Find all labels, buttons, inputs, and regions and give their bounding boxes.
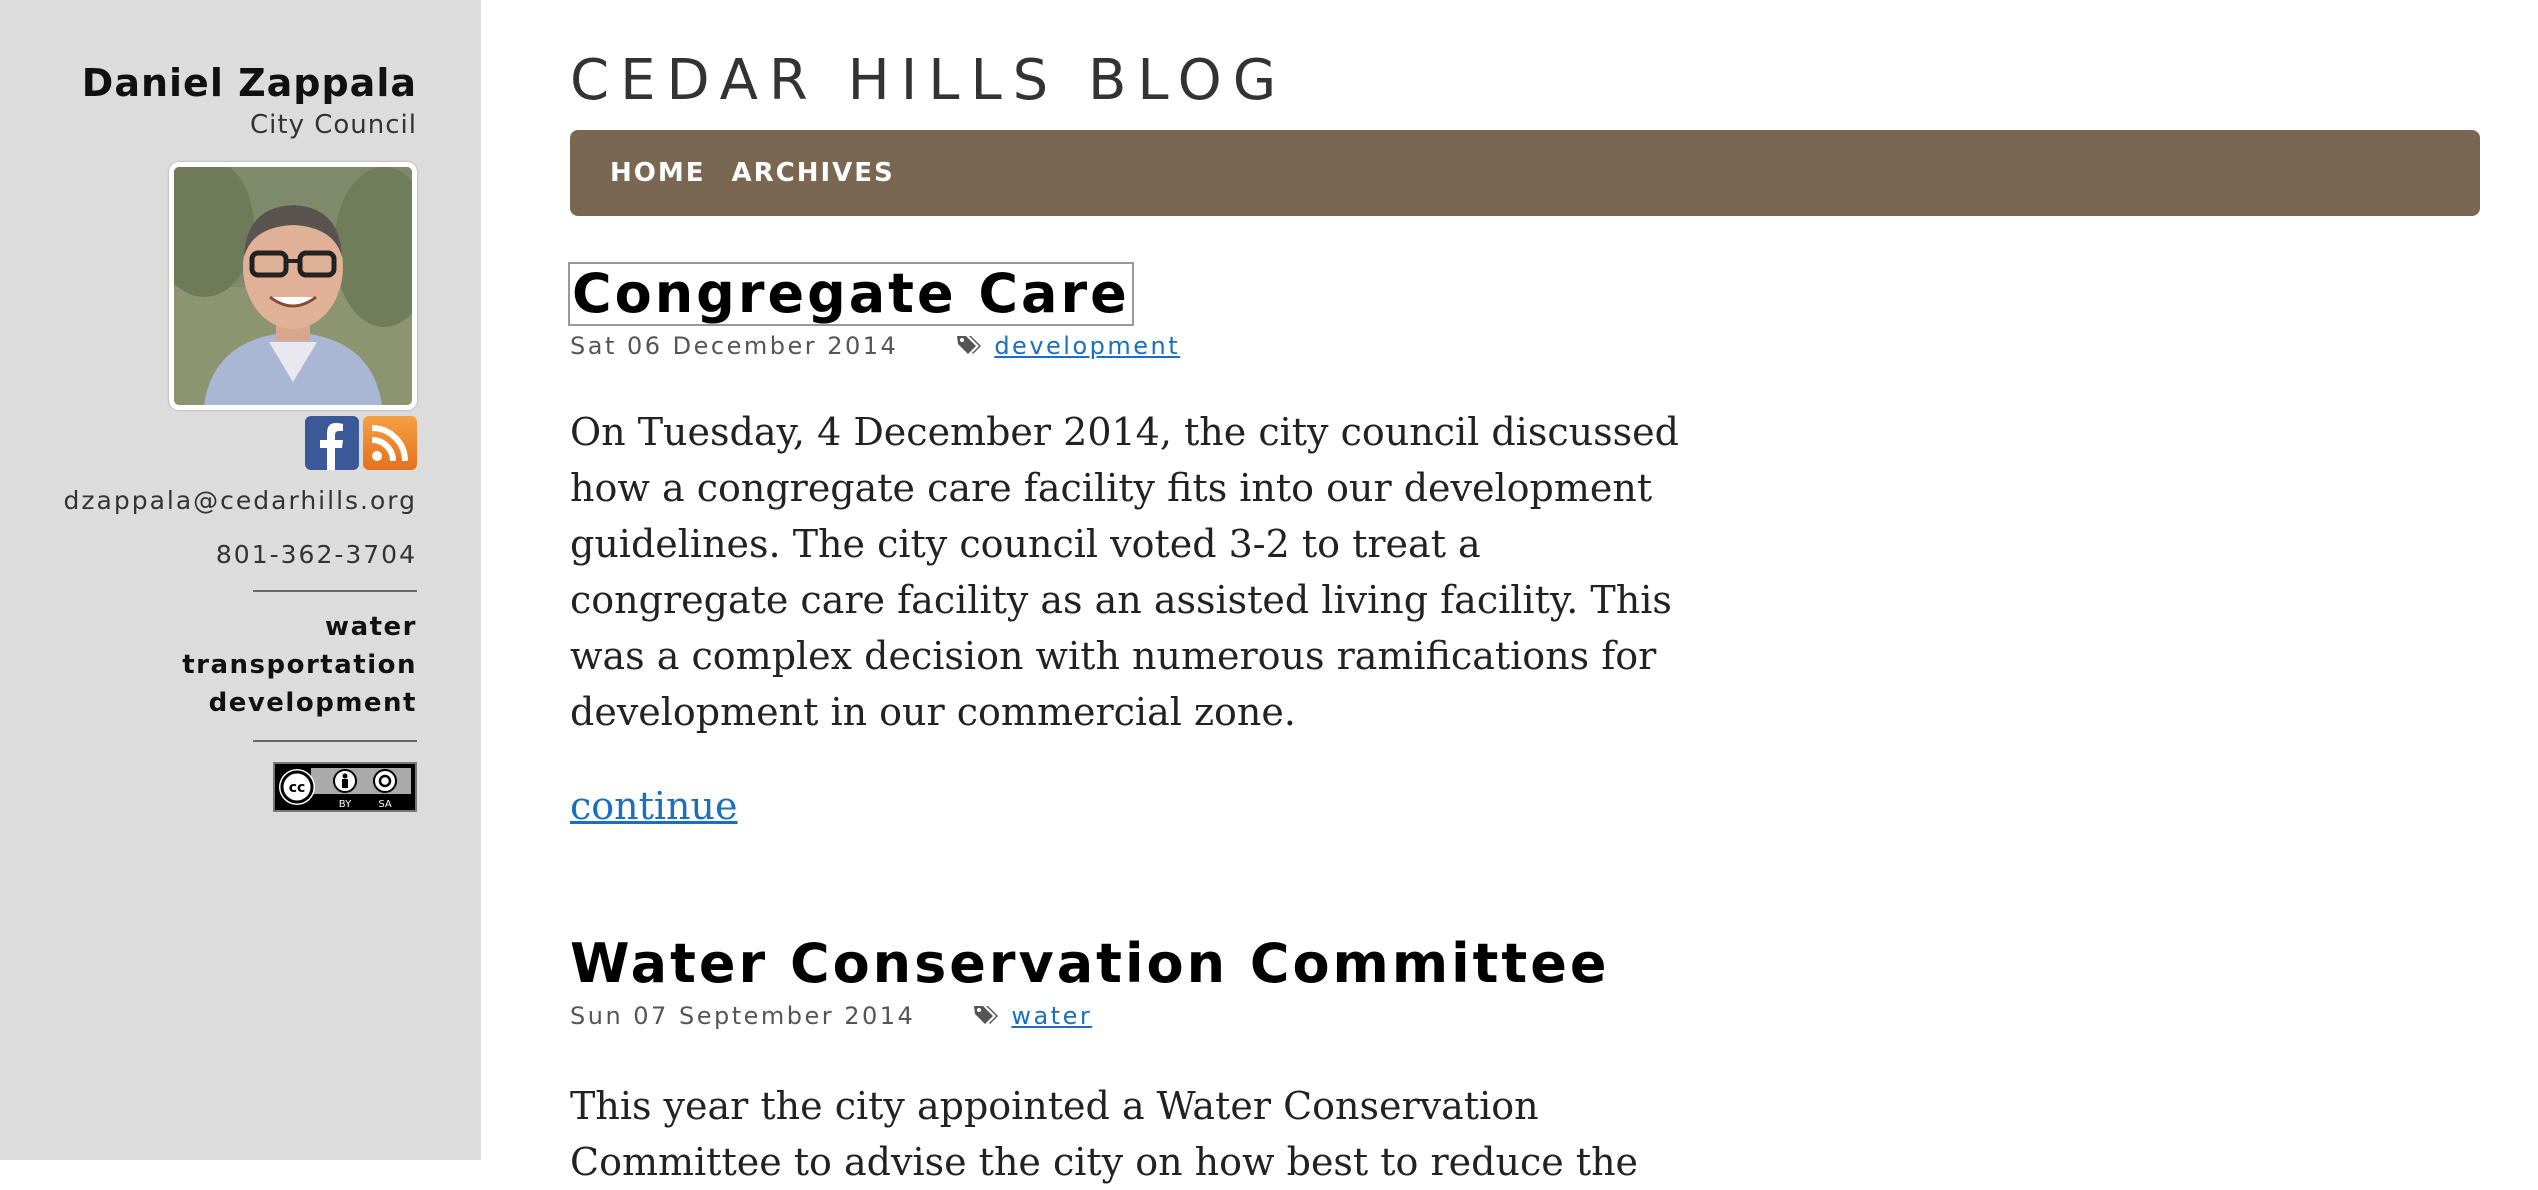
nav-archives[interactable]: ARCHIVES bbox=[731, 158, 895, 188]
email-link[interactable]: dzappala@cedarhills.org bbox=[63, 486, 417, 515]
author-role: City Council bbox=[250, 110, 417, 140]
cc-text: cc bbox=[289, 780, 306, 796]
divider bbox=[253, 740, 417, 742]
main-content: CEDAR HILLS BLOG HOME ARCHIVES Congregat… bbox=[568, 0, 2480, 1190]
post-summary: On Tuesday, 4 December 2014, the city co… bbox=[570, 410, 1679, 734]
rss-icon[interactable] bbox=[363, 416, 417, 470]
cc-license-badge[interactable]: cc BY SA bbox=[273, 762, 417, 812]
avatar bbox=[169, 162, 417, 410]
post: Water Conservation Committee Sun 07 Sept… bbox=[570, 934, 2480, 1190]
author-name: Daniel Zappala bbox=[81, 61, 417, 105]
post-tag-link[interactable]: development bbox=[994, 332, 1181, 360]
post-date: Sun 07 September 2014 bbox=[570, 1002, 916, 1030]
post-meta: Sun 07 September 2014 water bbox=[570, 1002, 2480, 1030]
continue-link[interactable]: continue bbox=[570, 784, 738, 828]
post: Congregate Care Sat 06 December 2014 dev… bbox=[568, 262, 2480, 828]
sidebar: Daniel Zappala City Council dzappala@ced… bbox=[0, 0, 481, 1160]
phone-number: 801-362-3704 bbox=[215, 540, 417, 569]
sidebar-tag-development[interactable]: development bbox=[208, 688, 417, 718]
divider bbox=[253, 590, 417, 592]
post-summary: This year the city appointed a Water Con… bbox=[570, 1084, 1639, 1184]
facebook-icon[interactable] bbox=[305, 416, 359, 470]
post-meta: Sat 06 December 2014 development bbox=[570, 332, 2480, 360]
sidebar-tag-transportation[interactable]: transportation bbox=[182, 650, 417, 680]
cc-by-text: BY bbox=[339, 799, 352, 810]
post-title[interactable]: Congregate Care bbox=[568, 262, 1134, 326]
social-links bbox=[0, 416, 417, 474]
cc-sa-text: SA bbox=[378, 799, 392, 810]
person-photo-icon bbox=[174, 167, 412, 405]
nav-home[interactable]: HOME bbox=[610, 158, 706, 188]
blog-title[interactable]: CEDAR HILLS BLOG bbox=[570, 48, 1288, 113]
sidebar-tag-water[interactable]: water bbox=[325, 612, 417, 642]
navbar: HOME ARCHIVES bbox=[570, 130, 2480, 216]
post-date: Sat 06 December 2014 bbox=[570, 332, 899, 360]
tags-icon bbox=[956, 334, 984, 358]
post-title[interactable]: Water Conservation Committee bbox=[570, 932, 1610, 995]
post-tag-link[interactable]: water bbox=[1011, 1002, 1093, 1030]
tags-icon bbox=[973, 1004, 1001, 1028]
